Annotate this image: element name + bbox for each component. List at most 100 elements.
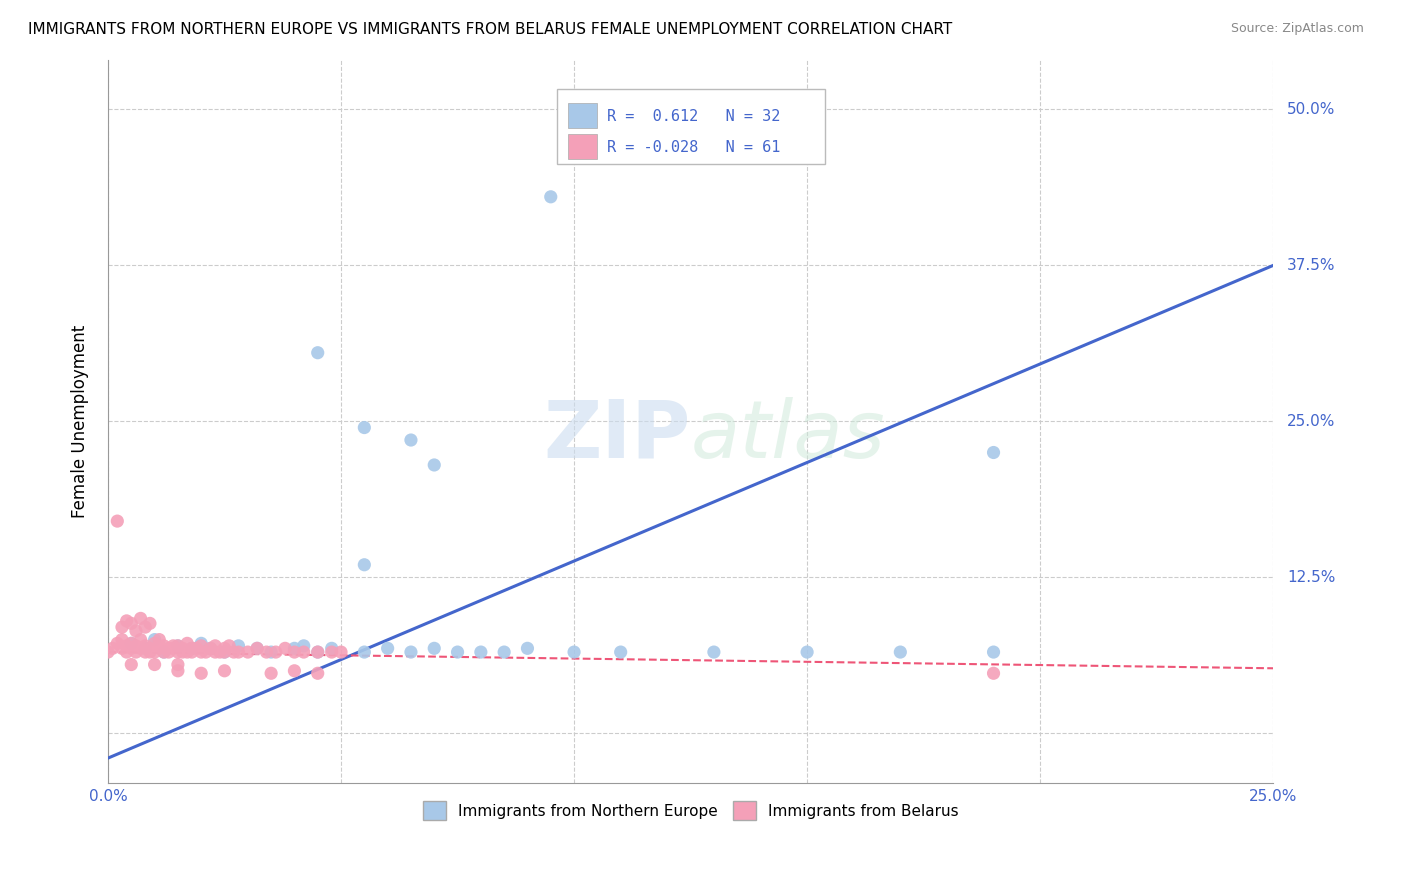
Point xyxy=(353,420,375,434)
Point xyxy=(208,645,231,659)
Point xyxy=(222,645,245,659)
Point xyxy=(139,645,162,659)
Point xyxy=(180,641,202,656)
Point xyxy=(218,639,240,653)
Bar xyxy=(568,134,598,160)
Point xyxy=(167,657,190,672)
Point xyxy=(101,641,124,656)
Point xyxy=(260,645,283,659)
Point xyxy=(162,641,184,656)
Point xyxy=(162,639,184,653)
Point xyxy=(516,641,538,656)
Legend: Immigrants from Northern Europe, Immigrants from Belarus: Immigrants from Northern Europe, Immigra… xyxy=(416,795,965,826)
Point xyxy=(609,645,631,659)
Point xyxy=(157,641,180,656)
Point xyxy=(307,666,329,681)
Point xyxy=(105,514,128,528)
Point xyxy=(796,645,818,659)
Point xyxy=(97,645,120,659)
Point xyxy=(115,645,138,659)
Point xyxy=(321,645,343,659)
Point xyxy=(983,666,1005,681)
Point xyxy=(200,641,222,656)
Point xyxy=(129,632,152,647)
Point xyxy=(186,641,208,656)
Point xyxy=(125,624,148,638)
Point xyxy=(214,641,236,656)
Point xyxy=(399,433,422,447)
Point xyxy=(176,645,198,659)
Point xyxy=(172,641,194,656)
Point xyxy=(167,639,190,653)
Point xyxy=(134,620,156,634)
Point xyxy=(143,657,166,672)
Point xyxy=(470,645,492,659)
Point xyxy=(153,639,176,653)
Point xyxy=(190,636,212,650)
Text: 0.0%: 0.0% xyxy=(89,789,128,805)
Point xyxy=(120,636,142,650)
Point xyxy=(307,345,329,359)
Point xyxy=(134,641,156,656)
Text: atlas: atlas xyxy=(690,397,886,475)
Point xyxy=(236,645,259,659)
Point xyxy=(228,639,250,653)
Point xyxy=(983,645,1005,659)
FancyBboxPatch shape xyxy=(557,88,824,164)
Point xyxy=(115,639,138,653)
Text: 25.0%: 25.0% xyxy=(1286,414,1336,429)
Point xyxy=(134,645,156,659)
Point xyxy=(180,645,202,659)
Point xyxy=(120,657,142,672)
Point xyxy=(129,641,152,656)
Point xyxy=(125,639,148,653)
Text: 50.0%: 50.0% xyxy=(1286,102,1336,117)
Point xyxy=(139,641,162,656)
Point xyxy=(204,645,226,659)
Point xyxy=(562,645,585,659)
Point xyxy=(264,645,287,659)
Point xyxy=(494,645,516,659)
Text: R = -0.028   N = 61: R = -0.028 N = 61 xyxy=(607,140,780,154)
Point xyxy=(983,445,1005,459)
Bar xyxy=(568,103,598,128)
Text: ZIP: ZIP xyxy=(543,397,690,475)
Point xyxy=(157,645,180,659)
Point xyxy=(143,645,166,659)
Point xyxy=(353,558,375,572)
Point xyxy=(111,620,134,634)
Point xyxy=(190,639,212,653)
Point xyxy=(889,645,911,659)
Point xyxy=(125,645,148,659)
Point xyxy=(283,645,305,659)
Point xyxy=(214,664,236,678)
Point xyxy=(120,616,142,631)
Text: 37.5%: 37.5% xyxy=(1286,258,1336,273)
Point xyxy=(148,641,170,656)
Point xyxy=(120,641,142,656)
Point xyxy=(200,641,222,656)
Point xyxy=(274,641,297,656)
Point xyxy=(180,641,202,656)
Point xyxy=(399,645,422,659)
Text: IMMIGRANTS FROM NORTHERN EUROPE VS IMMIGRANTS FROM BELARUS FEMALE UNEMPLOYMENT C: IMMIGRANTS FROM NORTHERN EUROPE VS IMMIG… xyxy=(28,22,952,37)
Point xyxy=(115,614,138,628)
Text: 12.5%: 12.5% xyxy=(1286,570,1336,585)
Point xyxy=(283,641,305,656)
Point xyxy=(256,645,278,659)
Point xyxy=(167,639,190,653)
Point xyxy=(153,645,176,659)
Point xyxy=(105,636,128,650)
Point xyxy=(246,641,269,656)
Point xyxy=(143,636,166,650)
Point xyxy=(167,664,190,678)
Point xyxy=(703,645,725,659)
Point xyxy=(423,458,446,472)
Point xyxy=(307,645,329,659)
Point xyxy=(176,636,198,650)
Point xyxy=(148,632,170,647)
Point xyxy=(190,666,212,681)
Point xyxy=(194,645,217,659)
Point xyxy=(423,641,446,656)
Point xyxy=(111,641,134,656)
